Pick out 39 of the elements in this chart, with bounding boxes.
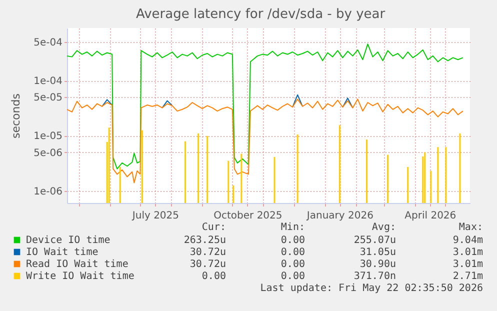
y-tick-label: 5e-05 [34, 92, 62, 104]
legend-label: Write IO Wait time [26, 271, 134, 282]
text: 371.70n [354, 271, 396, 282]
text: 0.00 [202, 271, 226, 282]
text: 30.72u [190, 259, 226, 270]
text: 30.72u [190, 247, 226, 258]
text: Max: [458, 222, 483, 233]
line-series [67, 98, 464, 184]
text: 9.04m [452, 235, 483, 246]
legend-label: IO Wait time [26, 247, 98, 258]
y-tick-label: 5e-04 [34, 38, 62, 49]
text: 263.25u [184, 235, 226, 246]
text: 0.00 [280, 235, 305, 246]
y-tick-label: 1e-06 [34, 186, 62, 198]
text: 3.01m [452, 259, 483, 270]
y-axis-title: seconds [10, 93, 23, 138]
text: 31.05u [360, 247, 396, 258]
x-tick-label: April 2026 [404, 210, 456, 222]
text: 2.71m [452, 271, 483, 282]
y-tick-label: 1e-05 [34, 131, 62, 142]
y-tick-label: 5e-06 [34, 148, 62, 159]
text: 3.01m [452, 247, 483, 258]
line-series [67, 44, 464, 170]
x-tick-label: October 2025 [214, 210, 282, 222]
text: 255.07u [354, 235, 396, 246]
y-tick-label: 1e-04 [34, 76, 62, 88]
x-tick-label: January 2026 [306, 210, 374, 222]
text: 0.00 [280, 247, 305, 258]
legend-label: Read IO Wait time [26, 259, 128, 270]
text: 0.00 [280, 271, 305, 282]
text: Avg: [372, 222, 396, 233]
legend-label: Device IO time [26, 235, 110, 246]
text: 30.90u [360, 259, 396, 270]
text: Cur: [202, 222, 226, 233]
text: 0.00 [280, 259, 305, 270]
text: Min: [280, 222, 305, 233]
text: Last update: Fri May 22 02:35:50 2026 [260, 283, 483, 294]
x-tick-label: July 2025 [131, 210, 180, 222]
chart-title: Average latency for /dev/sda - by year [136, 7, 386, 22]
